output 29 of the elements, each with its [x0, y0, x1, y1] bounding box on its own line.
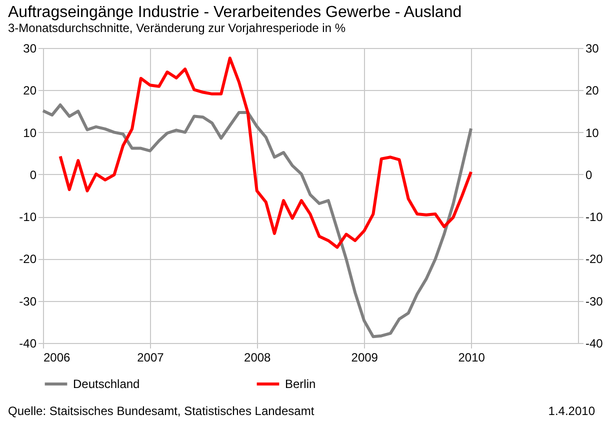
text: 1.4.2010	[548, 404, 595, 418]
y-tick-label: -40	[19, 336, 37, 350]
x-tick-label: 2006	[44, 350, 71, 364]
chart-title: Auftragseingänge Industrie - Verarbeitendes Gewerbe - Ausland	[8, 4, 462, 21]
source-note: Quelle: Staitsisches Bundesamt, Statistisches Landesamt	[8, 404, 314, 418]
y2-tick-label: 30	[586, 42, 600, 56]
y2-tick-label: -30	[586, 294, 604, 308]
y2-tick-label: -40	[586, 336, 604, 350]
y2-tick-label: 20	[586, 84, 600, 98]
chart-subtitle: 3-Monatsdurchschnitte, Veränderung zur Vorjahresperiode in %	[8, 21, 346, 35]
y2-tick-label: 10	[586, 126, 600, 140]
y-tick-label: 10	[23, 126, 37, 140]
x-tick-label: 2008	[244, 350, 272, 364]
y2-tick-label: 0	[586, 168, 592, 182]
y2-tick-label: -20	[586, 252, 604, 266]
x-tick-label: 2007	[137, 350, 164, 364]
line-series	[58, 56, 473, 249]
y-tick-label: -10	[19, 210, 37, 224]
y-tick-label: 20	[23, 84, 37, 98]
line-series	[42, 103, 473, 338]
legend-label: Berlin	[285, 377, 316, 391]
x-tick-label: 2009	[351, 350, 378, 364]
y-tick-label: -30	[19, 294, 37, 308]
y-tick-label: -20	[19, 252, 37, 266]
y-tick-label: 0	[30, 168, 37, 182]
x-tick-label: 2010	[458, 350, 486, 364]
y2-tick-label: -10	[586, 210, 604, 224]
y-tick-label: 30	[23, 42, 37, 56]
legend-label: Deutschland	[73, 377, 140, 391]
